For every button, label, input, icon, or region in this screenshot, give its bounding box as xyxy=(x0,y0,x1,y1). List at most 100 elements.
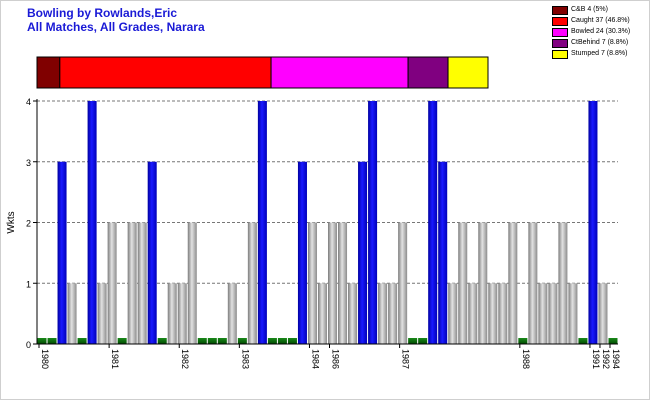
y-tick-label: 4 xyxy=(26,97,31,107)
legend-item-ctbehind: CtBehind 7 (8.8%) xyxy=(552,38,648,48)
wicket-bar xyxy=(277,338,287,344)
wicket-bar xyxy=(137,222,147,344)
wicket-bar xyxy=(267,338,277,344)
stack-segment-bowled xyxy=(270,56,409,89)
wicket-bars xyxy=(37,101,618,344)
x-tick-label: 1987 xyxy=(401,349,411,369)
wicket-bar xyxy=(388,283,398,344)
wicket-bar xyxy=(328,222,338,344)
legend-item-stumped: Stumped 7 (8.8%) xyxy=(552,49,648,59)
wicket-bar xyxy=(197,338,207,344)
chart-subtitle: All Matches, All Grades, Narara xyxy=(27,20,205,34)
wicket-bar xyxy=(127,222,137,344)
wicket-bar xyxy=(458,222,468,344)
wicket-bar xyxy=(187,222,197,344)
legend-label-bowled: Bowled 24 (30.3%) xyxy=(571,28,631,35)
x-tick-label: 1991 xyxy=(591,349,601,369)
x-tick-label: 1982 xyxy=(180,349,190,369)
wicket-bar xyxy=(448,283,458,344)
stack-segment-caught xyxy=(59,56,272,89)
legend-item-bowled: Bowled 24 (30.3%) xyxy=(552,27,648,37)
legend-swatch-ctbehind xyxy=(552,39,568,48)
wicket-bar xyxy=(287,338,297,344)
wicket-bar xyxy=(428,101,438,344)
wicket-bar xyxy=(77,338,87,344)
wicket-bar xyxy=(237,338,247,344)
x-tick-label: 1981 xyxy=(110,349,120,369)
wicket-bar xyxy=(107,222,117,344)
wicket-bar xyxy=(247,222,257,344)
legend-swatch-stumped xyxy=(552,50,568,59)
wicket-bar xyxy=(608,338,618,344)
wicket-bar xyxy=(378,283,388,344)
wicket-bar xyxy=(57,161,67,344)
wicket-bar xyxy=(97,283,107,344)
y-tick-label: 2 xyxy=(26,219,31,229)
wicket-bar xyxy=(257,101,267,344)
wicket-bar xyxy=(468,283,478,344)
wicket-bar xyxy=(398,222,408,344)
x-tick-labels: 1980 1981 1982 1983 1984 1986 1987 1988 1991 1992… xyxy=(38,344,621,369)
x-tick-label: 1986 xyxy=(331,349,341,369)
wicket-bar xyxy=(67,283,77,344)
wicket-bar xyxy=(87,101,97,344)
wicket-bar xyxy=(217,338,227,344)
wicket-bar xyxy=(317,283,327,344)
stack-segment-cb xyxy=(36,56,61,89)
legend-label-stumped: Stumped 7 (8.8%) xyxy=(571,50,628,57)
wicket-bar xyxy=(508,222,518,344)
x-tick-label: 1994 xyxy=(611,349,621,369)
wicket-bar xyxy=(528,222,538,344)
wicket-bar xyxy=(307,222,317,344)
wicket-bar xyxy=(348,283,358,344)
dismissal-stack-bar xyxy=(36,56,489,89)
x-tick-label: 1983 xyxy=(240,349,250,369)
wicket-bar xyxy=(488,283,498,344)
axes xyxy=(36,99,618,345)
wicket-bar xyxy=(478,222,488,344)
wicket-bar xyxy=(598,283,608,344)
wicket-bar xyxy=(37,338,47,344)
legend-item-caught: Caught 37 (46.8%) xyxy=(552,16,648,26)
wicket-bar xyxy=(207,338,217,344)
y-tick-label: 3 xyxy=(26,158,31,168)
wicket-bar xyxy=(498,283,508,344)
x-tick-label: 1984 xyxy=(310,349,320,369)
wicket-bar xyxy=(408,338,418,344)
x-tick-label: 1988 xyxy=(521,349,531,369)
legend-label-cb: C&B 4 (5%) xyxy=(571,6,608,13)
y-tick-labels: 0 1 2 3 4 xyxy=(26,97,37,350)
wicket-bar xyxy=(438,161,448,344)
x-tick-label: 1980 xyxy=(40,349,50,369)
wicket-bar xyxy=(568,283,578,344)
wicket-bar xyxy=(358,161,368,344)
wicket-bar xyxy=(297,161,307,344)
wicket-bar xyxy=(47,338,57,344)
wicket-bar xyxy=(588,101,598,344)
wicket-bar xyxy=(578,338,588,344)
wicket-bar xyxy=(157,338,167,344)
y-tick-label: 0 xyxy=(26,340,31,350)
stack-segment-stumped xyxy=(447,56,489,89)
wicket-bar xyxy=(368,101,378,344)
y-tick-label: 1 xyxy=(26,279,31,289)
y-axis-label: Wkts xyxy=(6,211,17,233)
legend-swatch-caught xyxy=(552,17,568,26)
wicket-bar xyxy=(147,161,157,344)
legend-label-caught: Caught 37 (46.8%) xyxy=(571,17,630,24)
x-tick-label: 1992 xyxy=(601,349,611,369)
stack-segment-ctbehind xyxy=(407,56,449,89)
wicket-bar xyxy=(227,283,237,344)
wicket-bar xyxy=(558,222,568,344)
legend-swatch-bowled xyxy=(552,28,568,37)
wicket-bar xyxy=(177,283,187,344)
wicket-bar xyxy=(518,338,528,344)
wicket-bar xyxy=(418,338,428,344)
wicket-bar xyxy=(338,222,348,344)
wicket-bar xyxy=(538,283,548,344)
legend-item-cb: C&B 4 (5%) xyxy=(552,5,648,15)
legend-swatch-cb xyxy=(552,6,568,15)
chart-title: Bowling by Rowlands,Eric xyxy=(27,6,178,20)
wicket-bar xyxy=(117,338,127,344)
